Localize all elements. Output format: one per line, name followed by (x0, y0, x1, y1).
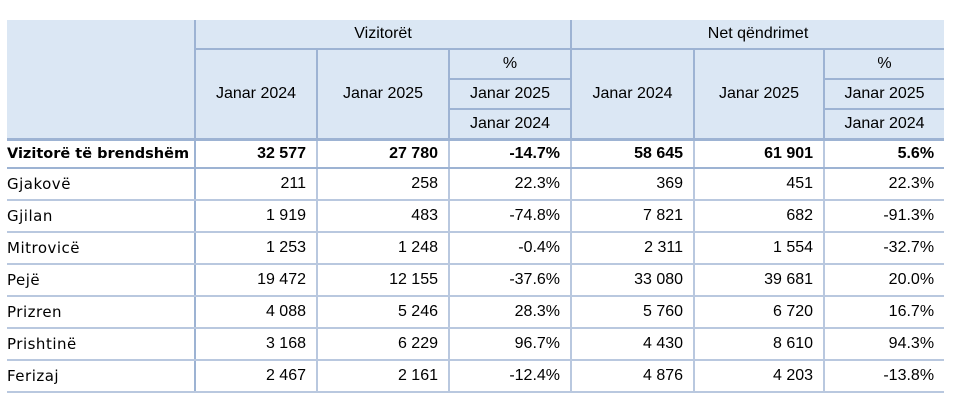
cell-visitors-2024: 32 577 (194, 138, 317, 169)
table-row: Gjilan 1 919 483 -74.8% 7 821 682 -91.3% (7, 200, 945, 233)
header-visitors-jan2024: Janar 2024 (195, 49, 318, 141)
table-row-total: Vizitorë të brendshëm 32 577 27 780 -14.… (7, 138, 945, 169)
row-label: Prishtinë (7, 328, 195, 361)
cell-visitors-pct: 28.3% (447, 296, 572, 329)
cell-overnights-2025: 451 (693, 168, 825, 201)
cell-visitors-2024: 3 168 (194, 328, 317, 361)
table-row: Ferizaj 2 467 2 161 -12.4% 4 876 4 203 -… (7, 360, 945, 393)
cell-visitors-2024: 1 919 (194, 200, 317, 233)
cell-visitors-2025: 12 155 (316, 264, 449, 297)
cell-overnights-pct: 22.3% (823, 168, 945, 201)
cell-visitors-pct: 96.7% (447, 328, 572, 361)
cell-overnights-2025: 6 720 (693, 296, 825, 329)
cell-visitors-2025: 1 248 (316, 232, 449, 265)
table-row: Prishtinë 3 168 6 229 96.7% 4 430 8 610 … (7, 328, 945, 361)
row-label: Gjilan (7, 200, 195, 233)
row-label: Prizren (7, 296, 195, 329)
cell-visitors-2025: 6 229 (316, 328, 449, 361)
header-group-overnights: Net qëndrimet (571, 20, 945, 50)
cell-overnights-pct: 20.0% (823, 264, 945, 297)
cell-visitors-2025: 27 780 (316, 138, 449, 169)
cell-visitors-2024: 1 253 (194, 232, 317, 265)
cell-overnights-pct: -13.8% (823, 360, 945, 393)
cell-visitors-pct: -37.6% (447, 264, 572, 297)
cell-visitors-pct: -0.4% (447, 232, 572, 265)
header-visitors-jan2025: Janar 2025 (317, 49, 450, 141)
cell-visitors-2024: 19 472 (194, 264, 317, 297)
cell-overnights-2025: 1 554 (693, 232, 825, 265)
cell-overnights-2024: 4 430 (570, 328, 695, 361)
cell-visitors-2025: 5 246 (316, 296, 449, 329)
cell-visitors-2025: 258 (316, 168, 449, 201)
row-label: Pejë (7, 264, 195, 297)
row-label: Vizitorë të brendshëm (7, 138, 195, 169)
header-overnights-pct-num: Janar 2025 (824, 79, 945, 110)
header-overnights-jan2025: Janar 2025 (694, 49, 826, 141)
table-row: Gjakovë 211 258 22.3% 369 451 22.3% (7, 168, 945, 201)
table-row: Mitrovicë 1 253 1 248 -0.4% 2 311 1 554 … (7, 232, 945, 265)
row-label: Gjakovë (7, 168, 195, 201)
header-visitors-pct: % (449, 49, 573, 80)
table-row: Prizren 4 088 5 246 28.3% 5 760 6 720 16… (7, 296, 945, 329)
cell-visitors-pct: 22.3% (447, 168, 572, 201)
cell-overnights-2024: 7 821 (570, 200, 695, 233)
header-visitors-pct-num: Janar 2025 (449, 79, 573, 110)
cell-overnights-2024: 4 876 (570, 360, 695, 393)
cell-overnights-2024: 2 311 (570, 232, 695, 265)
cell-overnights-pct: 94.3% (823, 328, 945, 361)
cell-visitors-2024: 2 467 (194, 360, 317, 393)
cell-visitors-pct: -12.4% (447, 360, 572, 393)
cell-overnights-2025: 4 203 (693, 360, 825, 393)
cell-visitors-pct: -74.8% (447, 200, 572, 233)
cell-overnights-2025: 8 610 (693, 328, 825, 361)
cell-overnights-2025: 61 901 (693, 138, 825, 169)
header-corner (7, 20, 196, 141)
row-label: Ferizaj (7, 360, 195, 393)
cell-visitors-2024: 4 088 (194, 296, 317, 329)
cell-visitors-2025: 2 161 (316, 360, 449, 393)
cell-overnights-pct: 5.6% (823, 138, 945, 169)
header-group-visitors: Vizitorët (195, 20, 573, 50)
cell-visitors-2024: 211 (194, 168, 317, 201)
cell-overnights-pct: 16.7% (823, 296, 945, 329)
table-row: Pejë 19 472 12 155 -37.6% 33 080 39 681 … (7, 264, 945, 297)
header-overnights-pct-den: Janar 2024 (844, 115, 925, 132)
cell-overnights-2024: 5 760 (570, 296, 695, 329)
header-visitors-pct-den: Janar 2024 (449, 109, 573, 140)
row-label: Mitrovicë (7, 232, 195, 265)
cell-visitors-2025: 483 (316, 200, 449, 233)
header-overnights-pct: % (824, 49, 945, 80)
cell-overnights-2024: 369 (570, 168, 695, 201)
cell-overnights-2025: 39 681 (693, 264, 825, 297)
cell-overnights-pct: -32.7% (823, 232, 945, 265)
statistics-table: Vizitorët Net qëndrimet Janar 2024 Janar… (7, 20, 945, 393)
cell-overnights-pct: -91.3% (823, 200, 945, 233)
cell-visitors-pct: -14.7% (447, 138, 572, 169)
cell-overnights-2024: 33 080 (570, 264, 695, 297)
cell-overnights-2025: 682 (693, 200, 825, 233)
header-overnights-jan2024: Janar 2024 (571, 49, 696, 141)
cell-overnights-2024: 58 645 (570, 138, 695, 169)
